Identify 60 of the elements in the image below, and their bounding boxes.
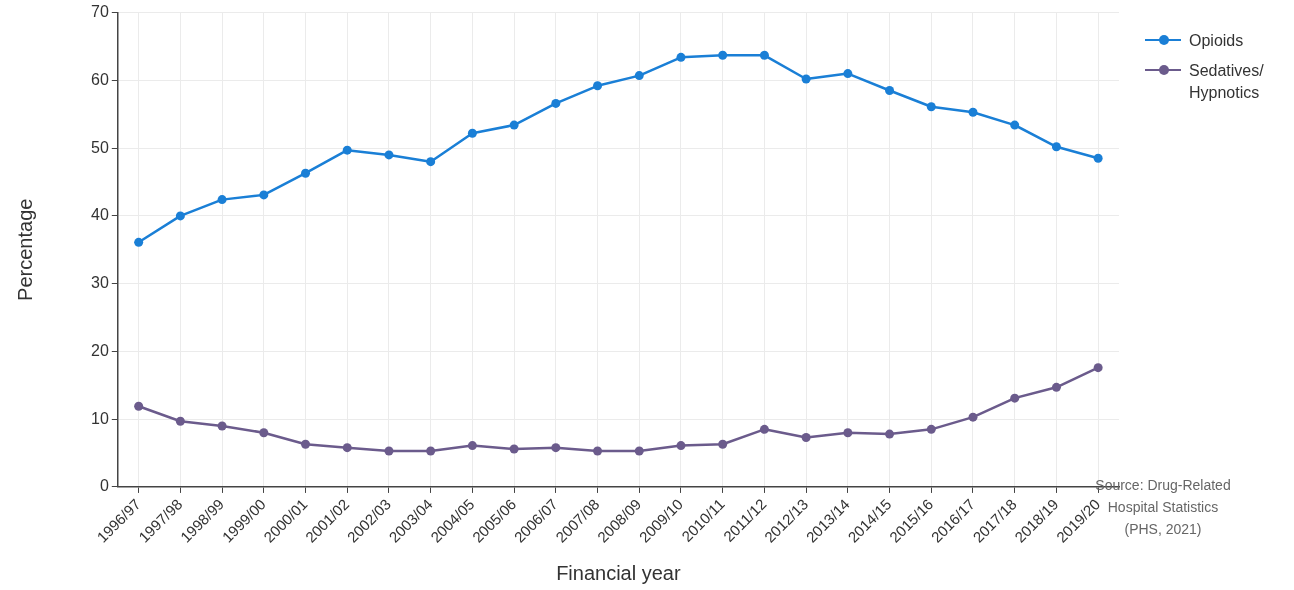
point (217, 195, 227, 205)
point (342, 145, 352, 155)
point (551, 443, 561, 453)
point (259, 428, 269, 438)
y-tick-label: 20 (91, 341, 109, 359)
y-axis-title: Percentage (13, 198, 36, 301)
point (759, 50, 769, 60)
point (426, 157, 436, 167)
point (843, 428, 853, 438)
point (634, 71, 644, 81)
point (301, 439, 311, 449)
point (885, 86, 895, 96)
point (968, 107, 978, 117)
point (801, 74, 811, 84)
point (509, 444, 519, 454)
point (885, 429, 895, 439)
x-axis-title: Financial year (556, 561, 681, 584)
point (342, 443, 352, 453)
y-tick-label: 0 (99, 477, 109, 495)
point (134, 401, 144, 411)
point (175, 416, 185, 426)
point (259, 190, 269, 200)
y-tick-label: 70 (91, 3, 109, 21)
point (1010, 393, 1020, 403)
point (1051, 142, 1061, 152)
point (926, 424, 936, 434)
point (467, 128, 477, 138)
point (301, 168, 311, 178)
point (384, 446, 394, 456)
point (426, 446, 436, 456)
point (926, 102, 936, 112)
y-tick-label: 10 (91, 409, 109, 427)
y-tick-label: 50 (91, 138, 109, 156)
point (801, 432, 811, 442)
legend-label: Sedatives/ Hypnotics (1189, 61, 1265, 103)
point (1010, 120, 1020, 130)
point (718, 50, 728, 60)
point (175, 211, 185, 221)
point (1093, 153, 1103, 163)
legend-label: Opioids (1189, 31, 1244, 51)
point (593, 81, 603, 91)
point (634, 446, 644, 456)
point (551, 98, 561, 108)
point (676, 52, 686, 62)
point (217, 421, 227, 431)
point (1093, 363, 1103, 373)
point (509, 120, 519, 130)
y-tick-label: 40 (91, 206, 109, 224)
point (759, 424, 769, 434)
point (968, 412, 978, 422)
point (593, 446, 603, 456)
point (843, 69, 853, 79)
point (718, 439, 728, 449)
y-tick-label: 60 (91, 70, 109, 88)
point (384, 150, 394, 160)
point (467, 441, 477, 451)
point (1051, 382, 1061, 392)
y-tick-label: 30 (91, 274, 109, 292)
point (676, 441, 686, 451)
point (134, 237, 144, 247)
